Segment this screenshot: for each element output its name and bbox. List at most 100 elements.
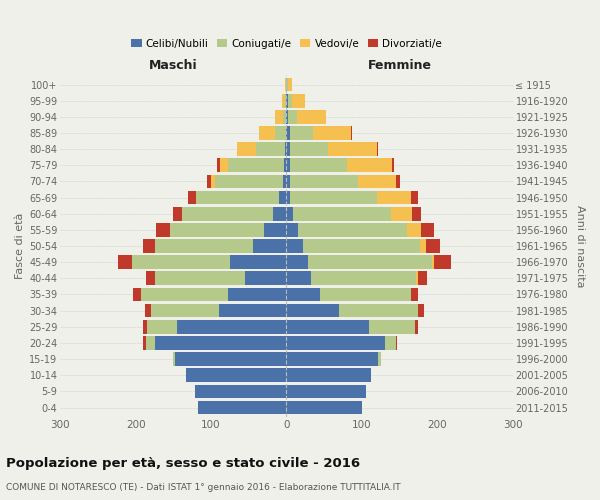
Bar (141, 288, 227, 302)
Y-axis label: Anni di nascita: Anni di nascita (575, 205, 585, 288)
Bar (227, 288, 286, 302)
Y-axis label: Fasce di età: Fasce di età (15, 213, 25, 279)
Bar (133, 288, 141, 302)
Bar (426, 239, 440, 253)
Bar (118, 256, 132, 269)
Bar (286, 400, 362, 414)
Bar (275, 126, 286, 140)
Bar (358, 174, 396, 188)
Bar (370, 320, 415, 334)
Bar (407, 223, 421, 236)
Bar (411, 190, 418, 204)
Bar (155, 336, 286, 350)
Bar (264, 223, 286, 236)
Bar (253, 239, 286, 253)
Bar (285, 94, 286, 108)
Bar (259, 126, 275, 140)
Bar (308, 256, 432, 269)
Text: Femmine: Femmine (368, 58, 431, 71)
Bar (320, 288, 411, 302)
Bar (288, 110, 297, 124)
Text: COMUNE DI NOTARESCO (TE) - Dati ISTAT 1° gennaio 2016 - Elaborazione TUTTITALIA.: COMUNE DI NOTARESCO (TE) - Dati ISTAT 1°… (6, 482, 401, 492)
Bar (297, 110, 326, 124)
Bar (313, 126, 350, 140)
Bar (286, 110, 288, 124)
Bar (196, 190, 279, 204)
Bar (286, 272, 311, 285)
Bar (177, 320, 286, 334)
Bar (283, 174, 286, 188)
Bar (194, 384, 286, 398)
Bar (350, 126, 352, 140)
Bar (208, 174, 211, 188)
Bar (418, 304, 424, 318)
Bar (286, 336, 385, 350)
Bar (286, 78, 288, 92)
Bar (286, 256, 308, 269)
Bar (197, 400, 286, 414)
Bar (286, 352, 379, 366)
Bar (286, 158, 290, 172)
Bar (245, 272, 286, 285)
Bar (286, 384, 365, 398)
Bar (311, 272, 416, 285)
Bar (279, 190, 286, 204)
Bar (288, 78, 292, 92)
Bar (286, 304, 339, 318)
Bar (147, 320, 177, 334)
Bar (411, 288, 418, 302)
Bar (328, 142, 377, 156)
Bar (290, 174, 358, 188)
Bar (416, 272, 418, 285)
Bar (293, 207, 391, 220)
Bar (217, 158, 220, 172)
Bar (283, 110, 286, 124)
Bar (151, 304, 218, 318)
Bar (170, 223, 264, 236)
Bar (420, 239, 426, 253)
Bar (432, 256, 434, 269)
Bar (290, 190, 377, 204)
Bar (412, 207, 421, 220)
Bar (256, 142, 285, 156)
Bar (155, 272, 245, 285)
Bar (379, 352, 381, 366)
Bar (238, 142, 256, 156)
Bar (175, 352, 286, 366)
Bar (284, 158, 286, 172)
Bar (145, 304, 151, 318)
Text: Popolazione per età, sesso e stato civile - 2016: Popolazione per età, sesso e stato civil… (6, 458, 360, 470)
Bar (186, 368, 286, 382)
Bar (292, 94, 305, 108)
Text: Maschi: Maschi (149, 58, 198, 71)
Bar (273, 207, 286, 220)
Bar (211, 174, 215, 188)
Bar (392, 158, 394, 172)
Bar (286, 190, 290, 204)
Bar (286, 174, 290, 188)
Bar (146, 336, 155, 350)
Bar (434, 256, 451, 269)
Bar (377, 142, 379, 156)
Bar (188, 190, 196, 204)
Bar (286, 239, 303, 253)
Legend: Celibi/Nubili, Coniugati/e, Vedovi/e, Divorziati/e: Celibi/Nubili, Coniugati/e, Vedovi/e, Di… (128, 36, 445, 52)
Bar (396, 336, 397, 350)
Bar (290, 126, 313, 140)
Bar (173, 207, 182, 220)
Bar (286, 126, 290, 140)
Bar (385, 336, 396, 350)
Bar (288, 94, 292, 108)
Bar (230, 256, 286, 269)
Bar (286, 223, 298, 236)
Bar (286, 288, 320, 302)
Bar (421, 223, 434, 236)
Bar (143, 336, 146, 350)
Bar (275, 110, 283, 124)
Bar (391, 207, 412, 220)
Bar (156, 223, 170, 236)
Bar (155, 239, 253, 253)
Bar (285, 142, 286, 156)
Bar (418, 272, 427, 285)
Bar (132, 256, 230, 269)
